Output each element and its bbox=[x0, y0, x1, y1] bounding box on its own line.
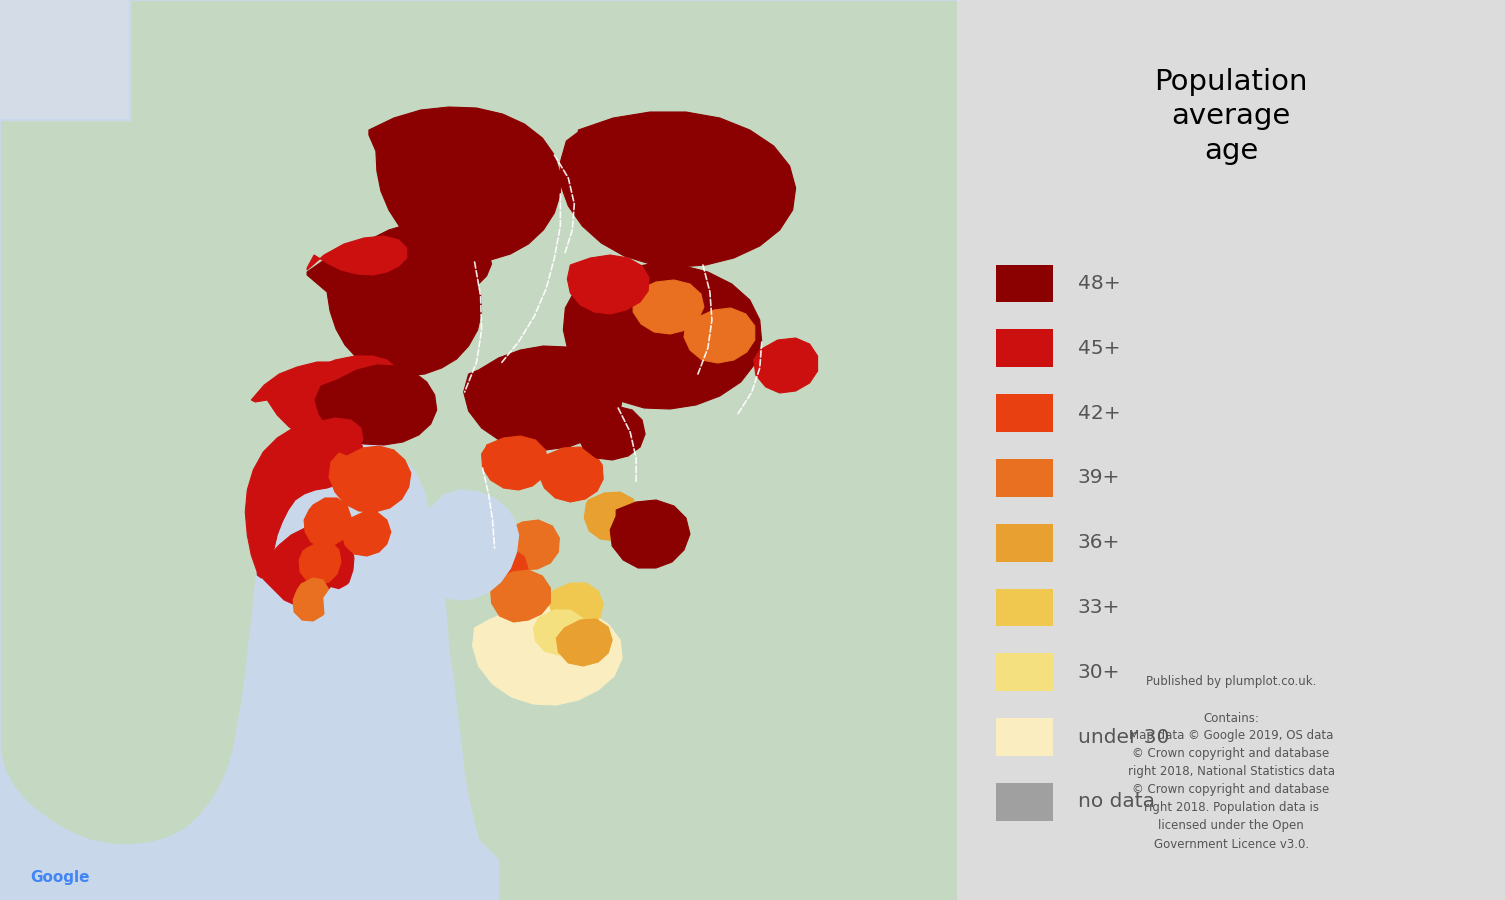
Polygon shape bbox=[295, 418, 363, 458]
Polygon shape bbox=[299, 542, 342, 585]
Polygon shape bbox=[245, 420, 363, 578]
Polygon shape bbox=[634, 280, 704, 334]
Polygon shape bbox=[754, 338, 817, 393]
Text: Published by plumplot.co.uk.

Contains:
Map data © Google 2019, OS data
© Crown : Published by plumplot.co.uk. Contains: M… bbox=[1127, 676, 1335, 850]
Polygon shape bbox=[533, 610, 587, 655]
Polygon shape bbox=[473, 605, 622, 705]
Polygon shape bbox=[576, 406, 646, 460]
Polygon shape bbox=[482, 436, 548, 490]
Polygon shape bbox=[304, 498, 351, 547]
Polygon shape bbox=[417, 490, 519, 600]
Polygon shape bbox=[491, 570, 551, 622]
Polygon shape bbox=[369, 222, 492, 298]
Polygon shape bbox=[557, 619, 613, 666]
Polygon shape bbox=[251, 362, 384, 443]
Polygon shape bbox=[549, 583, 604, 630]
Polygon shape bbox=[0, 0, 129, 120]
Text: 45+: 45+ bbox=[1078, 338, 1120, 358]
Polygon shape bbox=[567, 255, 649, 314]
Text: 42+: 42+ bbox=[1078, 403, 1120, 423]
Text: Google: Google bbox=[30, 870, 89, 885]
Polygon shape bbox=[539, 447, 604, 502]
Bar bbox=[995, 265, 1054, 302]
Polygon shape bbox=[293, 578, 330, 621]
Text: Population
average
age: Population average age bbox=[1154, 68, 1308, 165]
Bar bbox=[995, 783, 1054, 821]
Polygon shape bbox=[330, 446, 411, 512]
Polygon shape bbox=[503, 520, 560, 570]
Bar bbox=[995, 524, 1054, 562]
Text: 33+: 33+ bbox=[1078, 598, 1120, 617]
Polygon shape bbox=[584, 492, 640, 541]
Polygon shape bbox=[369, 107, 560, 262]
Polygon shape bbox=[0, 0, 957, 900]
Text: 48+: 48+ bbox=[1078, 274, 1120, 293]
Polygon shape bbox=[257, 525, 354, 607]
Bar bbox=[995, 394, 1054, 432]
Polygon shape bbox=[482, 549, 528, 593]
Text: 36+: 36+ bbox=[1078, 533, 1120, 553]
Polygon shape bbox=[307, 240, 482, 376]
Polygon shape bbox=[296, 356, 400, 416]
Polygon shape bbox=[560, 112, 796, 267]
Polygon shape bbox=[307, 236, 406, 275]
Bar bbox=[995, 459, 1054, 497]
Text: under 30: under 30 bbox=[1078, 727, 1169, 747]
Bar bbox=[995, 589, 1054, 626]
Polygon shape bbox=[315, 365, 436, 445]
Bar bbox=[995, 329, 1054, 367]
Text: 39+: 39+ bbox=[1078, 468, 1120, 488]
Polygon shape bbox=[342, 512, 391, 556]
Bar bbox=[995, 653, 1054, 691]
Bar bbox=[995, 718, 1054, 756]
Polygon shape bbox=[324, 580, 382, 634]
Text: 30+: 30+ bbox=[1078, 662, 1120, 682]
Polygon shape bbox=[683, 308, 756, 363]
Polygon shape bbox=[610, 500, 689, 568]
Polygon shape bbox=[464, 346, 623, 450]
Polygon shape bbox=[563, 264, 762, 409]
Text: no data: no data bbox=[1078, 792, 1154, 812]
